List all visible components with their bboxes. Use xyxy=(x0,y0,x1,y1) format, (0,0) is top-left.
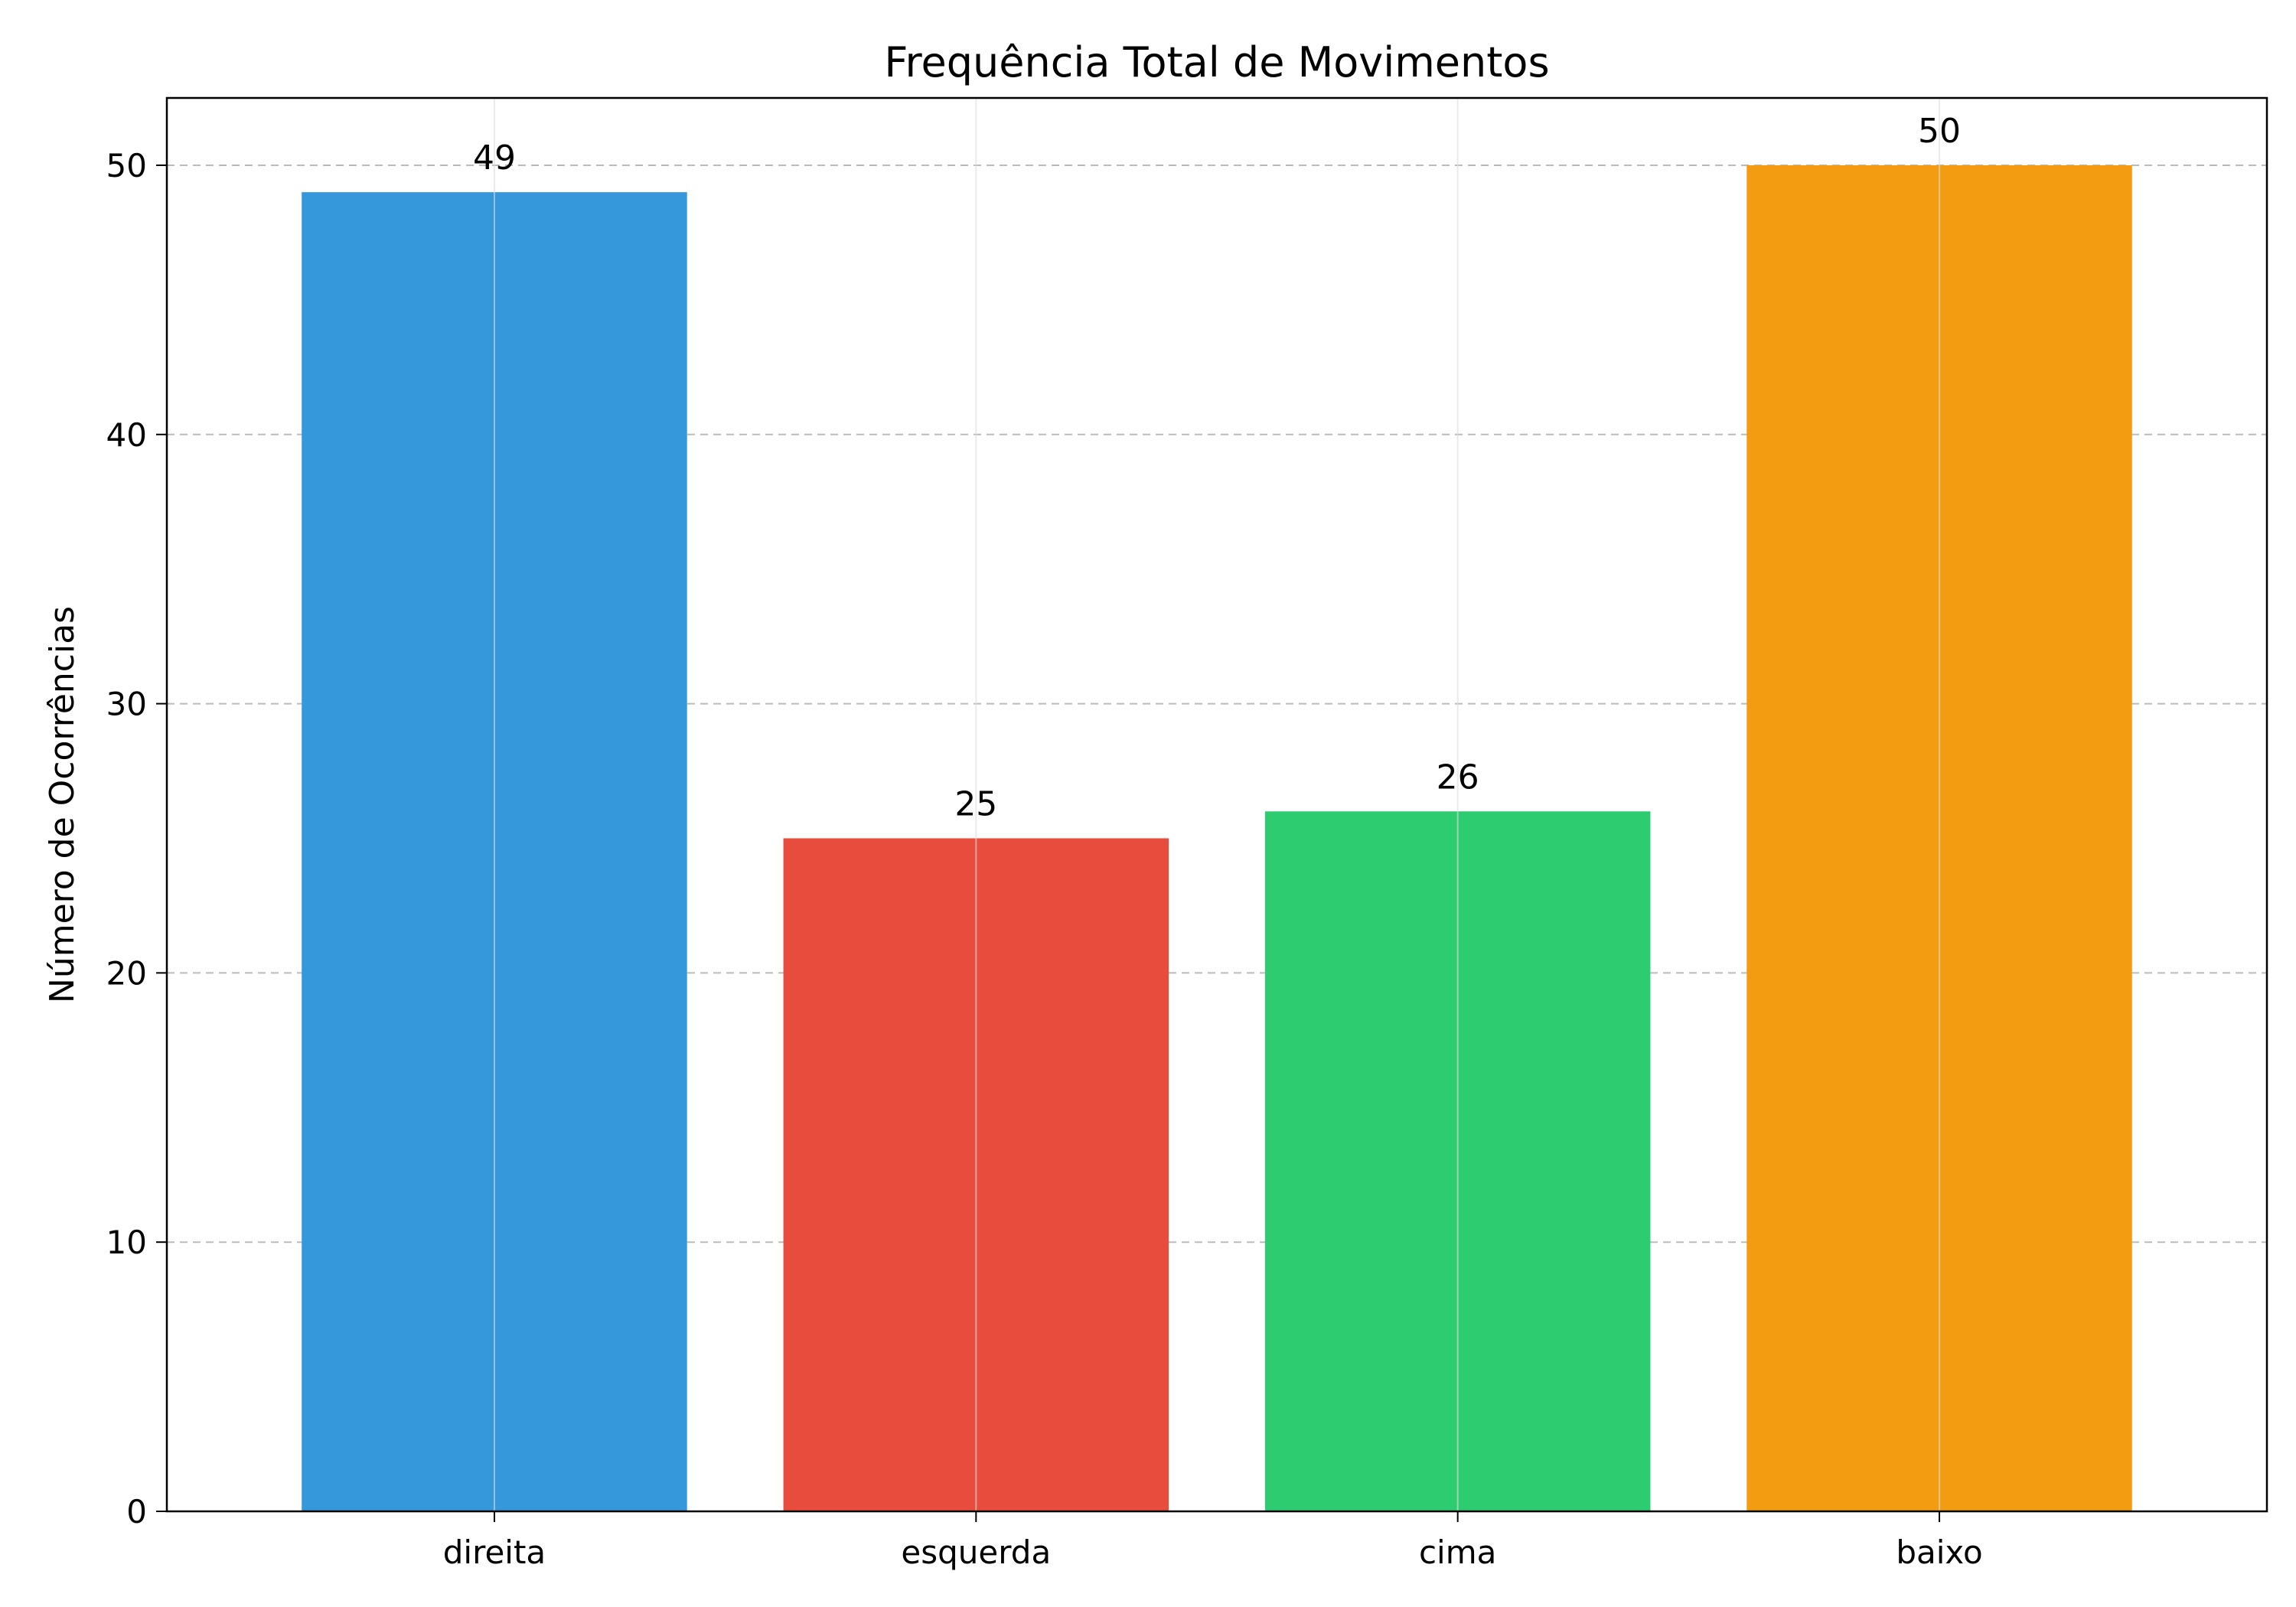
y-tick-label: 40 xyxy=(106,416,147,454)
x-gridlines xyxy=(493,98,1941,1511)
data-label-baixo: 50 xyxy=(1918,112,1961,151)
x-tick-label-cima: cima xyxy=(1419,1534,1496,1571)
x-tick-label-baixo: baixo xyxy=(1896,1534,1982,1571)
y-tick-label: 0 xyxy=(126,1493,147,1530)
y-tick-label: 50 xyxy=(106,147,147,184)
plot-frame xyxy=(165,96,2268,1513)
data-labels: 49 25 26 50 xyxy=(473,112,1961,824)
x-tick-label-direita: direita xyxy=(443,1534,546,1571)
data-label-cima: 26 xyxy=(1437,758,1479,797)
y-tick-label: 20 xyxy=(106,954,147,992)
chart-title: Frequência Total de Movimentos xyxy=(884,38,1549,86)
x-axis-ticks: direita esquerda cima baixo xyxy=(443,1511,1983,1571)
data-label-esquerda: 25 xyxy=(954,784,997,823)
data-label-direita: 49 xyxy=(473,139,516,178)
y-axis-ticks: 0 10 20 30 40 50 xyxy=(106,147,167,1530)
y-axis-label: Número de Ocorrências xyxy=(43,606,82,1003)
x-tick-label-esquerda: esquerda xyxy=(901,1534,1051,1571)
y-tick-label: 10 xyxy=(106,1224,147,1261)
y-tick-label: 30 xyxy=(106,686,147,723)
